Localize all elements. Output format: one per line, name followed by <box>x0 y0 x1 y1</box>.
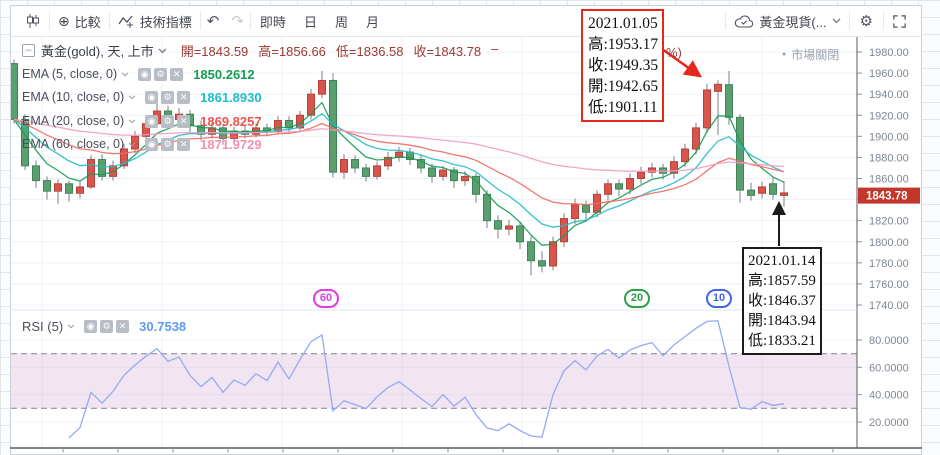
undo-icon[interactable]: ↶ <box>206 13 220 30</box>
svg-text:1760.00: 1760.00 <box>869 279 909 291</box>
cloud-check-icon <box>735 15 754 28</box>
gear-icon[interactable]: ⚙ <box>161 114 175 128</box>
eye-icon[interactable]: ◉ <box>138 67 152 81</box>
chevron-down-icon[interactable] <box>128 94 136 100</box>
timeframe-week[interactable]: 周 <box>334 14 348 30</box>
svg-text:1880.00: 1880.00 <box>869 152 909 164</box>
ohlc-values: 開=1843.59 高=1856.66 低=1836.58 收=1843.78 … <box>180 41 499 59</box>
symbol-title[interactable]: 黃金(gold), 天, 上市 <box>41 44 154 59</box>
badge-60[interactable]: 60 <box>313 289 339 308</box>
indicator-row-ema60: EMA (60, close, 0) ◉ ⚙ ✕ 1871.9729 <box>22 136 262 152</box>
gear-icon[interactable]: ⚙ <box>154 67 168 81</box>
svg-text:1780.00: 1780.00 <box>869 258 909 270</box>
chevron-down-icon[interactable] <box>128 141 136 147</box>
fullscreen-icon <box>893 14 906 28</box>
rsi-value: 30.7538 <box>139 319 187 334</box>
gear-icon[interactable]: ⚙ <box>161 137 175 151</box>
indicator-row-ema10: EMA (10, close, 0) ◉ ⚙ ✕ 1861.8930 <box>22 89 262 105</box>
annotation-line: 收:1949.35 <box>588 57 659 74</box>
chevron-down-icon <box>832 18 841 24</box>
svg-text:1940.00: 1940.00 <box>869 89 909 101</box>
svg-text:80.0000: 80.0000 <box>869 335 909 347</box>
toolbar-separator <box>49 12 50 30</box>
svg-text:1740.00: 1740.00 <box>869 300 909 312</box>
badge-20[interactable]: 20 <box>624 289 650 308</box>
svg-text:1900.00: 1900.00 <box>869 131 909 143</box>
collapse-icon[interactable]: – <box>22 44 35 57</box>
settings-gear-icon[interactable]: ⚙ <box>859 13 873 30</box>
eye-icon[interactable]: ◉ <box>145 137 159 151</box>
timeframe-day[interactable]: 日 <box>303 14 317 30</box>
indicator-row-ema5: EMA (5, close, 0) ◉ ⚙ ✕ 1850.2612 <box>22 66 255 82</box>
ema10-value: 1861.8930 <box>200 89 262 105</box>
annotation-box-jan14[interactable]: 2021.01.14 高:1857.59 收:1846.37 開:1843.94… <box>742 247 822 355</box>
svg-text:1860.00: 1860.00 <box>869 174 909 186</box>
indicator-row-ema20: EMA (20, close, 0) ◉ ⚙ ✕ 1869.8257 <box>22 113 262 129</box>
svg-text:20.0000: 20.0000 <box>869 417 909 429</box>
close-icon[interactable]: ✕ <box>170 67 184 81</box>
gear-icon[interactable]: ⚙ <box>161 90 175 104</box>
gear-icon[interactable]: ⚙ <box>100 320 114 333</box>
toolbar-separator <box>199 12 201 30</box>
status-dot-icon: ● <box>782 51 787 58</box>
annotation-line: 高:1953.17 <box>588 36 659 53</box>
toolbar: ⊕ 比較 技術指標 ↶ ↷ 即時 日 周 月 黃金現貨(... ⚙ <box>11 6 921 37</box>
toolbar-separator <box>883 12 884 30</box>
timeframe-realtime[interactable]: 即時 <box>259 14 286 30</box>
chevron-down-icon[interactable] <box>128 118 136 124</box>
symbol-header: – 黃金(gold), 天, 上市 開=1843.59 高=1856.66 低=… <box>22 41 508 60</box>
timeframe-month[interactable]: 月 <box>365 14 379 30</box>
market-status: ● 市場關閉 <box>782 48 840 62</box>
toolbar-separator <box>108 12 110 30</box>
close-icon[interactable]: ✕ <box>177 114 191 128</box>
svg-text:1800.00: 1800.00 <box>869 237 909 249</box>
chevron-down-icon[interactable] <box>158 48 167 54</box>
ema20-value: 1869.8257 <box>200 113 262 129</box>
toolbar-separator <box>848 12 850 30</box>
circle-plus-icon: ⊕ <box>58 12 70 29</box>
redo-icon[interactable]: ↷ <box>231 13 244 30</box>
annotation-line: 收:1846.37 <box>748 293 816 309</box>
svg-text:1980.00: 1980.00 <box>869 47 909 59</box>
indicators-button[interactable]: 技術指標 <box>110 12 200 31</box>
svg-text:1960.00: 1960.00 <box>869 68 909 80</box>
zigzag-plus-icon <box>118 15 133 28</box>
chart-style-button[interactable] <box>17 13 49 29</box>
annotation-line: 高:1857.59 <box>748 273 816 289</box>
candlestick-icon <box>27 14 39 28</box>
chevron-down-icon[interactable] <box>67 324 75 329</box>
annotation-date: 2021.01.14 <box>748 253 816 269</box>
annotation-line: 開:1942.65 <box>588 78 659 95</box>
annotation-box-jan05[interactable]: 2021.01.05 高:1953.17 收:1949.35 開:1942.65… <box>581 9 664 122</box>
ema5-value: 1850.2612 <box>193 66 255 82</box>
close-icon[interactable]: ✕ <box>177 137 191 151</box>
symbol-select[interactable]: 黃金現貨(... <box>726 12 848 31</box>
badge-10[interactable]: 10 <box>706 289 732 308</box>
annotation-line: 開:1843.94 <box>748 313 816 329</box>
close-icon[interactable]: ✕ <box>116 320 130 333</box>
svg-text:60.0000: 60.0000 <box>869 362 909 374</box>
compare-button[interactable]: ⊕ 比較 <box>58 12 101 30</box>
close-icon[interactable]: ✕ <box>177 90 191 104</box>
fullscreen-button[interactable] <box>884 14 915 29</box>
toolbar-separator <box>725 12 727 30</box>
chevron-down-icon[interactable] <box>121 71 129 77</box>
svg-text:1820.00: 1820.00 <box>869 216 909 228</box>
annotation-date: 2021.01.05 <box>588 15 658 32</box>
change-percent-tail: %) <box>666 45 682 60</box>
svg-text:1920.00: 1920.00 <box>869 110 909 122</box>
eye-icon[interactable]: ◉ <box>84 320 98 333</box>
rsi-legend-row: RSI (5) ◉ ⚙ ✕ 30.7538 <box>22 319 187 334</box>
eye-icon[interactable]: ◉ <box>145 114 159 128</box>
annotation-line: 低:1901.11 <box>588 99 658 116</box>
svg-text:40.0000: 40.0000 <box>869 390 909 402</box>
eye-icon[interactable]: ◉ <box>145 90 159 104</box>
svg-text:1843.78: 1843.78 <box>866 191 908 203</box>
ema60-value: 1871.9729 <box>200 136 262 152</box>
annotation-line: 低:1833.21 <box>748 333 816 349</box>
toolbar-separator <box>249 12 251 30</box>
